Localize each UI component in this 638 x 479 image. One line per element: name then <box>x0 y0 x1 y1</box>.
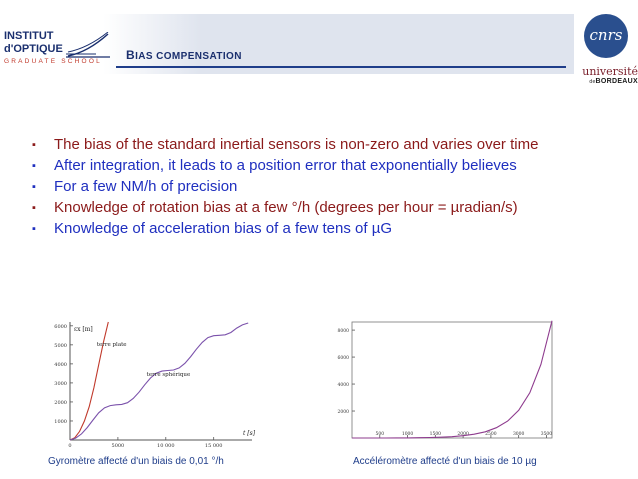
bullet-item: ▪ The bias of the standard inertial senso… <box>32 136 622 154</box>
bullet-text: Knowledge of rotation bias at a few °/h … <box>54 199 518 216</box>
bullet-marker-icon: ▪ <box>32 223 36 235</box>
gyrometer-position-error-chart: 0 5000 10 000 15 000 1000 2000 3000 4000 5000 600… <box>54 321 256 449</box>
bullet-text: Knowledge of acceleration bias of a few … <box>54 220 393 237</box>
bullet-item: ▪ After integration, it leads to a positi… <box>32 157 622 175</box>
series-label-terre-plate: terre plate <box>97 342 127 348</box>
bullet-text: For a few NM/h of precision <box>54 178 238 195</box>
x-tick-label: 500 <box>375 431 384 437</box>
bullet-marker-icon: ▪ <box>32 139 36 151</box>
y-tick-label: 6000 <box>338 355 350 361</box>
bullet-text: After integration, it leads to a positio… <box>54 157 517 174</box>
universite-bordeaux-logo: université deBORDEAUX <box>572 65 638 86</box>
series-line <box>352 320 553 439</box>
bullet-marker-icon: ▪ <box>32 160 36 172</box>
x-tick-label: 1000 <box>402 431 414 437</box>
bullet-marker-icon: ▪ <box>32 181 36 193</box>
x-tick-label: 1500 <box>430 431 442 437</box>
x-tick-label: 10 000 <box>157 443 175 449</box>
y-tick-label: 4000 <box>54 362 67 368</box>
slide-title-initial: B <box>126 48 136 62</box>
slide-title: BIAS COMPENSATION <box>126 48 242 62</box>
y-tick-label: 2000 <box>54 400 67 406</box>
y-tick-label: 8000 <box>338 328 350 334</box>
x-tick-label: 5000 <box>112 443 125 449</box>
x-tick-label: 15 000 <box>205 443 223 449</box>
logo-swoosh-icon <box>66 32 110 58</box>
x-tick-label: 2000 <box>457 431 469 437</box>
institut-optique-logo: INSTITUT d'OPTIQUE GRADUATE SCHOOL <box>4 30 112 82</box>
bullet-text: The bias of the standard inertial sensor… <box>54 136 539 153</box>
y-tick-label: 5000 <box>54 343 67 349</box>
plot-frame <box>351 321 553 439</box>
bullet-item: ▪ Knowledge of rotation bias at a few °/h… <box>32 199 622 217</box>
x-tick-label: 3500 <box>541 431 553 437</box>
x-axis-label: t [s] <box>243 430 256 437</box>
ub-bordeaux: BORDEAUX <box>595 78 638 85</box>
accelerometer-position-error-chart: 500 1000 1500 2000 2500 3000 3500 2000 4000 6000 8… <box>338 320 553 439</box>
cnrs-logo: cnrs <box>584 14 628 58</box>
y-tick-label: 1000 <box>54 419 67 425</box>
ub-line-2: deBORDEAUX <box>572 78 638 85</box>
y-axis-label: εx [m] <box>74 326 93 333</box>
ub-line-1: université <box>582 65 638 78</box>
x-tick-label: 3000 <box>513 431 525 437</box>
slide-title-rest: IAS COMPENSATION <box>135 51 242 62</box>
series-line <box>69 322 249 441</box>
ub-de: de <box>589 79 596 85</box>
y-tick-label: 2000 <box>338 409 350 415</box>
logo-line-2: d'OPTIQUE <box>4 43 63 55</box>
caption-gyrometer: Gyromètre affecté d'un biais de 0,01 °/h <box>48 456 224 467</box>
logo-line-3: GRADUATE SCHOOL <box>4 58 102 65</box>
x-tick-label: 2500 <box>485 431 497 437</box>
y-tick-label: 3000 <box>54 381 67 387</box>
x-tick-label: 0 <box>68 443 71 449</box>
series-label-terre-spherique: terre sphérique <box>147 371 191 378</box>
cnrs-logo-text: cnrs <box>589 26 623 44</box>
logo-line-1: INSTITUT <box>4 30 54 42</box>
bullet-item: ▪ Knowledge of acceleration bias of a few… <box>32 220 622 238</box>
y-tick-label: 6000 <box>54 324 67 330</box>
bullet-item: ▪ For a few NM/h of precision <box>32 178 622 196</box>
y-tick-label: 4000 <box>338 382 350 388</box>
caption-accelerometer: Accéléromètre affecté d'un biais de 10 µ… <box>353 456 537 467</box>
bullet-marker-icon: ▪ <box>32 202 36 214</box>
header-divider <box>116 66 566 68</box>
bullet-list: ▪ The bias of the standard inertial senso… <box>32 136 622 241</box>
series-line <box>69 321 109 441</box>
